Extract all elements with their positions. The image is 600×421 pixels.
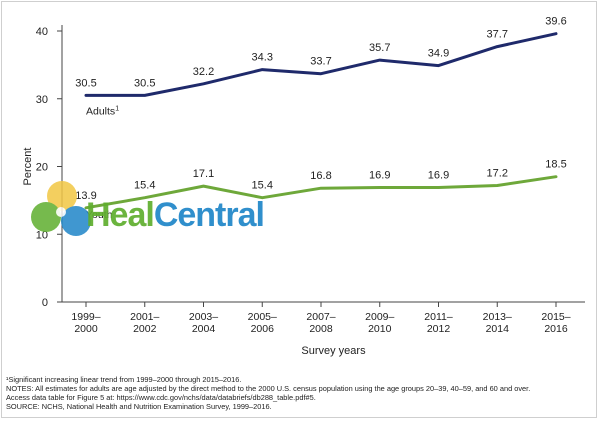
data-label: 32.2 <box>193 66 214 78</box>
x-tick-label: 2010 <box>368 323 392 335</box>
series-label-youth: Youth <box>86 209 113 221</box>
data-label: 16.9 <box>428 170 449 182</box>
x-tick-label: 2014 <box>486 323 510 335</box>
data-label: 30.5 <box>134 77 155 89</box>
x-tick-label: 2013– <box>483 311 512 323</box>
data-label: 34.9 <box>428 48 449 60</box>
x-tick-label: 2008 <box>309 323 333 335</box>
data-label: 17.2 <box>487 167 508 179</box>
watermark-petal-top <box>47 181 77 211</box>
x-tick-label: 2004 <box>192 323 216 335</box>
x-tick-label: 2003– <box>189 311 218 323</box>
data-label: 17.1 <box>193 168 214 180</box>
watermark-center <box>56 207 66 217</box>
data-label: 16.9 <box>369 170 390 182</box>
x-tick-label: 2009– <box>365 311 394 323</box>
x-tick-label: 2001– <box>130 311 159 323</box>
x-tick-label: 2006 <box>251 323 275 335</box>
data-label: 30.5 <box>75 77 96 89</box>
data-label: 16.8 <box>310 170 331 182</box>
x-tick-label: 2005– <box>248 311 277 323</box>
series-label-adults: Adults1 <box>86 105 119 117</box>
data-label: 13.9 <box>75 190 96 202</box>
source-line: SOURCE: NCHS, National Health and Nutrit… <box>6 401 272 411</box>
watermark-petal-left <box>31 202 61 232</box>
watermark-petal-right <box>61 206 91 236</box>
x-axis-label: Survey years <box>301 345 366 357</box>
series-line-adults <box>84 32 558 97</box>
series-line-youth <box>84 175 558 210</box>
data-label: 35.7 <box>369 42 390 54</box>
watermark-text-part1: Heal <box>86 196 155 234</box>
y-axis-label: Percent <box>22 148 34 186</box>
notes-line-2: Access data table for Figure 5 at: https… <box>6 392 316 402</box>
notes-line-1: NOTES: All estimates for adults are age … <box>6 383 531 393</box>
data-label: 33.7 <box>310 56 331 68</box>
x-tick-label: 2016 <box>544 323 568 335</box>
watermark-text: HealCentral <box>86 196 265 234</box>
y-tick-label: 20 <box>36 162 48 174</box>
x-tick-label: 2011– <box>424 311 453 323</box>
footnote: ¹Significant increasing linear trend fro… <box>6 375 242 384</box>
x-tick-label: 1999– <box>71 311 100 323</box>
data-label: 18.5 <box>545 159 566 171</box>
data-label: 39.6 <box>545 16 566 28</box>
x-tick-label: 2015– <box>541 311 570 323</box>
y-tick-label: 10 <box>36 229 48 241</box>
data-label: 15.4 <box>134 180 155 192</box>
x-tick-label: 2012 <box>427 323 451 335</box>
x-tick-label: 2000 <box>74 323 98 335</box>
y-tick-label: 30 <box>36 94 48 106</box>
watermark-logo-icon <box>31 181 91 236</box>
watermark-text-part2: Central <box>153 196 265 234</box>
x-tick-label: 2002 <box>133 323 157 335</box>
data-label: 15.4 <box>252 180 273 192</box>
series-label-superscript: 1 <box>115 105 119 112</box>
x-tick-label: 2007– <box>306 311 335 323</box>
data-label: 34.3 <box>252 52 273 64</box>
y-tick-label: 40 <box>36 26 48 38</box>
chart-notes: ¹Significant increasing linear trend fro… <box>6 375 596 412</box>
y-tick-label: 0 <box>42 297 48 309</box>
data-label: 37.7 <box>487 29 508 41</box>
